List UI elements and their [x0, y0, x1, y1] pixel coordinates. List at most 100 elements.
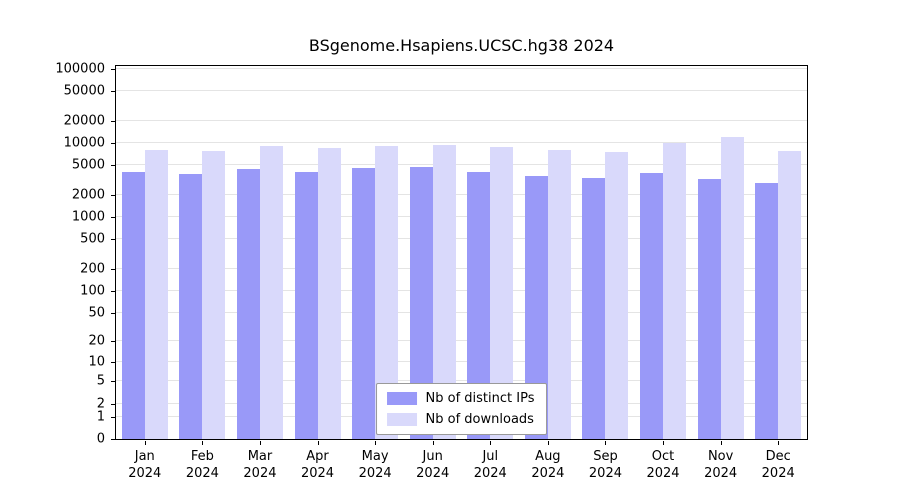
x-tick-label-mar: Mar 2024: [243, 449, 277, 481]
x-tick-label-jun: Jun 2024: [416, 449, 450, 481]
x-tick-mark: [663, 441, 665, 445]
y-tick-label: 5000: [71, 157, 105, 173]
y-tick-label: 2: [96, 396, 105, 412]
x-tick-label-apr: Apr 2024: [300, 449, 335, 481]
y-tick-mark: [111, 239, 115, 241]
gridline-y-20: [116, 340, 807, 342]
y-tick-label: 10: [88, 354, 105, 370]
y-tick-mark: [111, 194, 115, 196]
y-tick-label: 10000: [63, 135, 105, 151]
y-tick-label: 100000: [55, 61, 105, 77]
x-tick-label-nov: Nov 2024: [704, 449, 738, 481]
y-tick-mark: [111, 290, 115, 292]
bar-downloads-jan: [144, 150, 168, 439]
bar-downloads-aug: [547, 150, 571, 439]
y-tick-mark: [111, 68, 115, 70]
gridline-y-500: [116, 238, 807, 240]
legend-item-downloads: Nb of downloads: [386, 412, 535, 427]
y-tick-label: 2000: [71, 187, 105, 203]
y-tick-mark: [111, 312, 115, 314]
gridline-y-5000: [116, 164, 807, 166]
y-tick-mark: [111, 381, 115, 383]
y-tick-label: 50000: [63, 83, 105, 99]
y-tick-label: 20: [88, 333, 105, 349]
gridline-y-100000: [116, 68, 807, 69]
gridline-y-50: [116, 311, 807, 313]
y-tick-label: 1000: [71, 209, 105, 225]
bar-downloads-feb: [202, 151, 226, 439]
x-tick-label-jan: Jan 2024: [128, 449, 162, 481]
gridline-y-50000: [116, 90, 807, 92]
x-tick-mark: [547, 441, 549, 445]
y-tick-mark: [111, 142, 115, 144]
x-tick-label-aug: Aug 2024: [531, 449, 565, 481]
y-tick-label: 200: [80, 261, 105, 277]
y-tick-mark: [111, 165, 115, 167]
x-tick-mark: [720, 441, 722, 445]
bar-distinct-ips-feb: [179, 174, 203, 439]
bar-distinct-ips-oct: [640, 173, 664, 439]
y-tick-mark: [111, 268, 115, 270]
gridline-y-1000: [116, 215, 807, 217]
x-axis: Jan 2024 Feb 2024 Mar 2024 Apr 2024 May 2024 Jun 20…: [115, 441, 808, 486]
bar-distinct-ips-jan: [121, 172, 145, 439]
y-tick-label: 1: [96, 409, 105, 425]
bar-distinct-ips-aug: [524, 175, 548, 439]
gridline-y-200: [116, 267, 807, 269]
x-tick-label-sep: Sep 2024: [588, 449, 622, 481]
y-tick-mark: [111, 341, 115, 343]
gridline-y-10000: [116, 142, 807, 143]
x-tick-label-may: May 2024: [358, 449, 392, 481]
x-tick-mark: [605, 441, 607, 445]
bar-distinct-ips-dec: [755, 182, 779, 439]
legend-swatch-distinct-ips: [386, 392, 417, 405]
gridline-y-20000: [116, 119, 807, 121]
bar-distinct-ips-apr: [294, 171, 318, 439]
y-tick-label: 500: [80, 231, 105, 247]
gridline-y-5: [116, 380, 807, 382]
gridline-y-100: [116, 289, 807, 291]
x-tick-label-dec: Dec 2024: [761, 449, 795, 481]
gridline-y-2000: [116, 193, 807, 195]
y-tick-mark: [111, 120, 115, 122]
x-tick-label-oct: Oct 2024: [646, 449, 680, 481]
x-tick-mark: [778, 441, 780, 445]
bar-downloads-apr: [317, 147, 341, 439]
legend-label-downloads: Nb of downloads: [425, 412, 534, 427]
gridline-y-10: [116, 360, 807, 362]
bar-downloads-jun: [432, 145, 456, 439]
bar-distinct-ips-jul: [467, 171, 491, 439]
legend-swatch-downloads: [386, 413, 417, 426]
bar-downloads-jul: [490, 147, 514, 439]
plot-area: Nb of distinct IPs Nb of downloads: [115, 65, 808, 440]
x-tick-label-jul: Jul 2024: [473, 449, 507, 481]
x-tick-mark: [375, 441, 377, 445]
bar-downloads-mar: [259, 146, 283, 439]
bar-distinct-ips-nov: [697, 178, 721, 439]
y-tick-mark: [111, 91, 115, 93]
x-tick-mark: [432, 441, 434, 445]
y-tick-label: 0: [96, 431, 105, 447]
legend-item-distinct-ips: Nb of distinct IPs: [386, 391, 535, 406]
bar-distinct-ips-sep: [582, 177, 606, 439]
y-tick-label: 20000: [63, 113, 105, 129]
bar-downloads-sep: [605, 151, 629, 439]
bar-downloads-dec: [778, 151, 802, 439]
y-tick-mark: [111, 403, 115, 405]
bar-downloads-may: [375, 145, 399, 439]
x-tick-mark: [144, 441, 146, 445]
x-tick-label-feb: Feb 2024: [185, 449, 219, 481]
y-axis: 0 1 2 5 10 20 50 100 200 500 1000 2000 5000 10000 2000…: [0, 61, 115, 447]
chart-title: BSgenome.Hsapiens.UCSC.hg38 2024: [308, 36, 615, 55]
x-tick-mark: [202, 441, 204, 445]
y-tick-mark: [111, 361, 115, 363]
x-tick-mark: [317, 441, 319, 445]
y-tick-label: 100: [80, 283, 105, 299]
y-tick-mark: [111, 439, 115, 440]
y-tick-mark: [111, 416, 115, 418]
legend-label-distinct-ips: Nb of distinct IPs: [425, 391, 535, 406]
y-tick-label: 50: [88, 305, 105, 321]
bar-distinct-ips-may: [352, 167, 376, 439]
bar-downloads-nov: [720, 137, 744, 439]
